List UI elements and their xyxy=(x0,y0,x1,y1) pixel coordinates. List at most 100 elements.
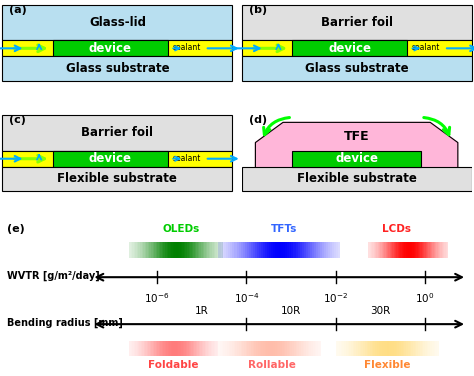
Bar xyxy=(170,243,171,258)
Bar xyxy=(246,341,247,356)
Bar xyxy=(338,243,340,258)
Bar xyxy=(396,341,398,356)
Bar xyxy=(302,341,304,356)
Bar xyxy=(441,243,443,258)
Bar xyxy=(377,341,379,356)
Bar xyxy=(404,243,406,258)
Bar xyxy=(215,243,217,258)
Bar xyxy=(268,341,270,356)
Bar xyxy=(347,341,349,356)
Bar xyxy=(431,243,432,258)
Bar xyxy=(370,341,372,356)
Bar xyxy=(380,243,382,258)
Bar xyxy=(283,341,285,356)
Bar xyxy=(223,341,225,356)
Bar xyxy=(388,243,390,258)
Bar xyxy=(387,243,388,258)
Bar xyxy=(308,341,310,356)
Bar xyxy=(298,243,300,258)
Bar xyxy=(2,40,232,56)
Bar xyxy=(232,341,234,356)
Bar xyxy=(412,243,414,258)
Bar xyxy=(322,243,324,258)
Bar xyxy=(151,341,153,356)
Text: Flexible substrate: Flexible substrate xyxy=(297,173,417,185)
Bar xyxy=(370,243,371,258)
Bar xyxy=(430,341,432,356)
Bar xyxy=(131,243,132,258)
Bar xyxy=(310,243,312,258)
Bar xyxy=(160,341,162,356)
Bar xyxy=(328,243,330,258)
Bar xyxy=(392,341,394,356)
Bar xyxy=(171,243,173,258)
Bar xyxy=(342,341,344,356)
Bar xyxy=(221,243,223,258)
Bar xyxy=(163,341,165,356)
Bar xyxy=(316,341,318,356)
Bar xyxy=(351,341,353,356)
Bar xyxy=(391,243,392,258)
Bar xyxy=(375,243,376,258)
Bar xyxy=(155,341,156,356)
Text: (c): (c) xyxy=(9,115,26,125)
Bar xyxy=(363,341,365,356)
Bar xyxy=(353,341,355,356)
Bar xyxy=(287,243,290,258)
Bar xyxy=(435,243,436,258)
Text: Glass-lid: Glass-lid xyxy=(89,16,146,29)
Bar xyxy=(292,40,407,56)
Text: OLEDs: OLEDs xyxy=(162,224,199,234)
Text: Bending radius [mm]: Bending radius [mm] xyxy=(7,317,123,328)
Text: $10^{0}$: $10^{0}$ xyxy=(415,291,434,305)
Bar xyxy=(279,243,281,258)
Bar xyxy=(228,341,230,356)
Bar xyxy=(191,341,193,356)
Bar xyxy=(160,243,162,258)
Bar xyxy=(138,341,139,356)
Bar xyxy=(417,341,418,356)
Bar xyxy=(132,243,134,258)
Bar xyxy=(162,243,164,258)
Bar xyxy=(173,243,174,258)
Bar xyxy=(389,341,391,356)
Bar xyxy=(220,243,221,258)
Bar xyxy=(146,341,147,356)
Bar xyxy=(318,341,320,356)
Bar xyxy=(224,243,227,258)
Bar xyxy=(151,243,153,258)
Bar xyxy=(427,243,428,258)
Bar xyxy=(184,341,185,356)
Bar xyxy=(189,243,190,258)
Bar xyxy=(371,243,373,258)
Bar xyxy=(253,341,255,356)
Text: (d): (d) xyxy=(248,115,267,125)
Bar xyxy=(432,341,434,356)
Bar xyxy=(368,341,370,356)
Bar xyxy=(198,243,200,258)
Bar xyxy=(209,243,210,258)
Bar xyxy=(180,341,181,356)
Bar xyxy=(241,243,243,258)
Bar xyxy=(212,341,214,356)
Bar xyxy=(399,243,401,258)
Bar xyxy=(300,243,301,258)
Bar xyxy=(259,243,261,258)
Bar xyxy=(167,243,168,258)
Bar xyxy=(173,341,175,356)
Bar xyxy=(2,5,232,40)
Bar xyxy=(308,243,310,258)
Bar xyxy=(423,341,425,356)
Bar xyxy=(406,341,408,356)
Bar xyxy=(220,243,222,258)
Bar xyxy=(200,243,201,258)
Bar xyxy=(428,341,430,356)
Bar xyxy=(154,243,155,258)
Bar xyxy=(421,243,423,258)
Polygon shape xyxy=(255,122,458,167)
Bar xyxy=(277,243,279,258)
Bar xyxy=(272,341,273,356)
Bar xyxy=(214,341,215,356)
Bar xyxy=(256,341,258,356)
Bar xyxy=(218,243,220,258)
